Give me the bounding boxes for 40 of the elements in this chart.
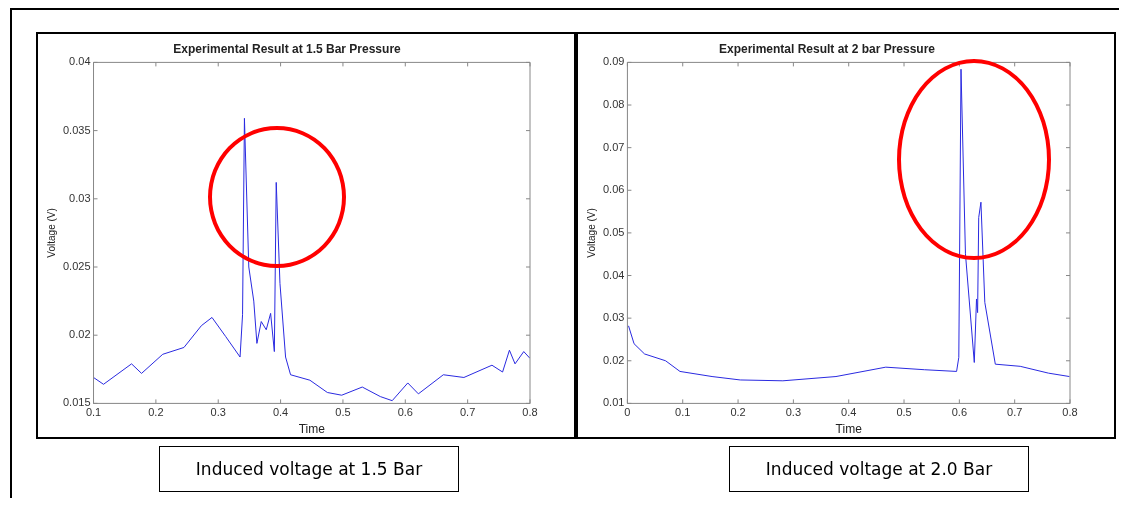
y-tick-label: 0.03 bbox=[602, 311, 625, 324]
x-tick-label: 0.3 bbox=[785, 406, 802, 419]
x-tick-label: 0.6 bbox=[397, 406, 413, 419]
x-tick-label: 0.7 bbox=[1007, 406, 1023, 419]
x-tick-label: 0.4 bbox=[272, 406, 289, 419]
x-tick-label: 0.4 bbox=[841, 406, 857, 419]
chart-title: Experimental Result at 1.5 Bar Pressure bbox=[173, 41, 402, 56]
y-tick-label: 0.01 bbox=[602, 396, 625, 409]
y-tick-label: 0.035 bbox=[63, 123, 91, 136]
y-tick-label: 0.06 bbox=[602, 183, 625, 196]
x-tick-label: 0.2 bbox=[148, 406, 164, 419]
x-tick-label: 0.3 bbox=[210, 406, 226, 419]
y-tick-label: 0.07 bbox=[602, 140, 625, 153]
x-tick-label: 0.6 bbox=[951, 406, 967, 419]
x-tick-label: 0.1 bbox=[85, 406, 102, 419]
y-tick-label: 0.05 bbox=[602, 225, 625, 238]
y-tick-label: 0.015 bbox=[63, 396, 91, 409]
y-axis-title: Voltage (V) bbox=[45, 208, 57, 258]
y-tick-label: 0.04 bbox=[602, 268, 625, 281]
x-axis-title: Time bbox=[835, 422, 863, 437]
y-tick-label: 0.09 bbox=[602, 55, 625, 68]
x-tick-label: 0.2 bbox=[730, 406, 746, 419]
x-tick-label: 0 bbox=[624, 406, 631, 419]
text: Induced voltage at 1.5 Bar bbox=[159, 446, 459, 492]
y-tick-label: 0.02 bbox=[602, 353, 625, 366]
x-tick-label: 0.5 bbox=[896, 406, 912, 419]
text: Induced voltage at 2.0 Bar bbox=[729, 446, 1029, 492]
y-axis-title: Voltage (V) bbox=[585, 208, 597, 258]
x-tick-label: 0.5 bbox=[335, 406, 351, 419]
chart-title: Experimental Result at 2 bar Pressure bbox=[718, 41, 936, 56]
x-tick-label: 0.1 bbox=[675, 406, 691, 419]
y-tick-label: 0.04 bbox=[69, 55, 91, 68]
x-axis-title: Time bbox=[298, 422, 326, 437]
x-tick-label: 0.7 bbox=[460, 406, 476, 419]
x-tick-label: 0.8 bbox=[1062, 406, 1078, 419]
y-tick-label: 0.025 bbox=[63, 260, 91, 273]
y-tick-label: 0.08 bbox=[602, 98, 625, 111]
x-tick-label: 0.8 bbox=[522, 406, 538, 419]
y-tick-label: 0.02 bbox=[69, 328, 91, 341]
y-tick-label: 0.03 bbox=[69, 191, 91, 204]
